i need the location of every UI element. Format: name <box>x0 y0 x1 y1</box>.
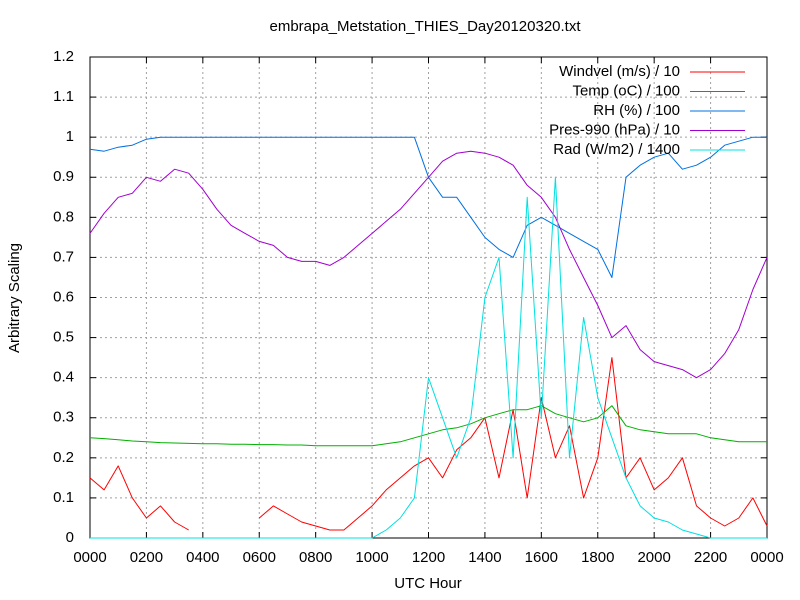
x-tick-label: 1800 <box>581 549 614 566</box>
legend-label: Windvel (m/s) / 10 <box>559 63 680 80</box>
x-tick-label: 2200 <box>694 549 727 566</box>
x-tick-label: 0800 <box>299 549 332 566</box>
chart-title: embrapa_Metstation_THIES_Day20120320.txt <box>269 18 581 35</box>
y-tick-label: 0.6 <box>53 288 74 305</box>
x-tick-label: 2000 <box>637 549 670 566</box>
y-tick-label: 1.1 <box>53 88 74 105</box>
y-tick-label: 0.4 <box>53 369 74 386</box>
y-tick-label: 0.5 <box>53 329 74 346</box>
x-tick-label: 0000 <box>750 549 783 566</box>
plot-frame <box>89 56 768 539</box>
x-tick-label: 1600 <box>525 549 558 566</box>
y-tick-label: 1.2 <box>53 48 74 65</box>
legend-label: RH (%) / 100 <box>593 102 680 119</box>
legend-label: Temp (oC) / 100 <box>572 82 680 99</box>
y-tick-label: 0.3 <box>53 409 74 426</box>
y-tick-label: 0.1 <box>53 489 74 506</box>
x-tick-label: 1200 <box>412 549 445 566</box>
y-tick-label: 0.8 <box>53 208 74 225</box>
x-axis-label: UTC Hour <box>394 575 462 592</box>
series-line <box>89 150 768 379</box>
x-tick-label: 1400 <box>468 549 501 566</box>
x-tick-label: 0000 <box>73 549 106 566</box>
legend-label: Pres-990 (hPa) / 10 <box>549 121 680 138</box>
x-tick-label: 0600 <box>243 549 276 566</box>
series-line <box>90 176 767 539</box>
y-tick-label: 0 <box>66 529 74 546</box>
y-axis-label: Arbitrary Scaling <box>6 243 23 353</box>
x-tick-label: 1000 <box>355 549 388 566</box>
y-tick-label: 0.2 <box>53 449 74 466</box>
x-tick-label: 0200 <box>130 549 163 566</box>
x-tick-label: 0400 <box>186 549 219 566</box>
y-tick-label: 0.7 <box>53 248 74 265</box>
series-line <box>89 405 767 447</box>
y-tick-label: 0.9 <box>53 168 74 185</box>
y-tick-label: 1 <box>66 128 74 145</box>
legend-label: Rad (W/m2) / 1400 <box>553 141 680 158</box>
